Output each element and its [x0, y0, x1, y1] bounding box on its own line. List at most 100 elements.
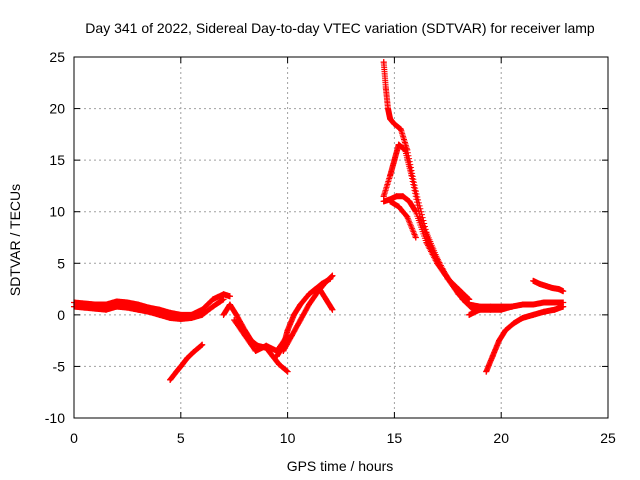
data-point [387, 115, 394, 122]
data-point [423, 239, 430, 246]
data-point [184, 355, 191, 362]
data-point [395, 141, 402, 148]
data-point [434, 260, 441, 267]
axis-layer: 0 5 10 15 20 25 -10 -5 0 5 10 15 20 25 [45, 49, 616, 446]
y-tick-label: 25 [49, 49, 65, 65]
data-point [305, 291, 312, 298]
data-point [466, 296, 473, 303]
data-point [393, 193, 400, 200]
data-point [329, 306, 336, 313]
data-point [263, 342, 270, 349]
data-point [397, 126, 404, 133]
data-point [387, 198, 394, 205]
data-point [252, 347, 259, 354]
data-point [391, 157, 398, 164]
y-axis-label: SDTVAR / TECUs [7, 184, 23, 296]
data-point [220, 291, 227, 298]
data-point [167, 314, 174, 321]
data-point [540, 299, 547, 306]
data-point [280, 347, 287, 354]
data-point [530, 301, 537, 308]
data-point [145, 308, 152, 315]
data-point [297, 301, 304, 308]
data-point [519, 301, 526, 308]
y-tick-label: 20 [49, 101, 65, 117]
data-point [483, 368, 490, 375]
data-point [543, 282, 550, 289]
data-point [233, 311, 240, 318]
data-point [316, 286, 323, 293]
y-tick-label: 0 [57, 307, 65, 323]
data-point [382, 84, 389, 91]
data-layer [71, 59, 567, 383]
y-tick-label: 15 [49, 152, 65, 168]
data-point [284, 327, 291, 334]
x-tick-label: 5 [177, 430, 185, 446]
data-point [113, 298, 120, 305]
data-point [199, 341, 206, 348]
data-point [124, 304, 131, 311]
data-point [92, 305, 99, 312]
data-point [402, 146, 409, 153]
data-point [190, 348, 197, 355]
x-tick-label: 20 [493, 430, 509, 446]
data-point [391, 121, 398, 128]
data-point [226, 301, 233, 308]
y-tick-label: 5 [57, 255, 65, 271]
data-point [103, 306, 110, 313]
x-axis-label: GPS time / hours [287, 458, 394, 474]
data-point [288, 332, 295, 339]
data-point [135, 306, 142, 313]
data-point [173, 368, 180, 375]
plot-frame [73, 56, 609, 419]
data-point [560, 288, 567, 295]
data-point [399, 193, 406, 200]
data-point [156, 311, 163, 318]
data-point [329, 272, 336, 279]
y-tick-label: 10 [49, 204, 65, 220]
data-point [455, 286, 462, 293]
data-point [459, 296, 466, 303]
data-point [404, 213, 411, 220]
data-point [412, 208, 419, 215]
data-point [540, 308, 547, 315]
data-point [284, 368, 291, 375]
data-point [387, 172, 394, 179]
data-point [502, 327, 509, 334]
data-point [124, 299, 131, 306]
data-point [188, 314, 195, 321]
x-tick-label: 10 [280, 430, 296, 446]
data-point [406, 198, 413, 205]
data-point [508, 303, 515, 310]
x-tick-label: 25 [600, 430, 616, 446]
data-point [530, 277, 537, 284]
data-point [297, 317, 304, 324]
data-point [241, 332, 248, 339]
data-point [551, 299, 558, 306]
data-point [276, 361, 283, 368]
data-point [199, 306, 206, 313]
data-point [167, 376, 174, 383]
data-point [380, 59, 387, 66]
data-point [167, 309, 174, 316]
data-point [519, 314, 526, 321]
data-point [489, 353, 496, 360]
data-point [380, 193, 387, 200]
data-point [220, 296, 227, 303]
data-point [560, 303, 567, 310]
data-point [395, 203, 402, 210]
data-point [476, 306, 483, 313]
data-point [226, 293, 233, 300]
y-tick-label: -5 [53, 358, 66, 374]
data-point [103, 301, 110, 308]
data-point [199, 311, 206, 318]
data-point [220, 311, 227, 318]
chart-title: Day 341 of 2022, Sidereal Day-to-day VTE… [85, 20, 595, 36]
grid-layer [74, 57, 608, 418]
data-point [487, 306, 494, 313]
data-point [135, 301, 142, 308]
data-point [380, 198, 387, 205]
data-point [466, 311, 473, 318]
